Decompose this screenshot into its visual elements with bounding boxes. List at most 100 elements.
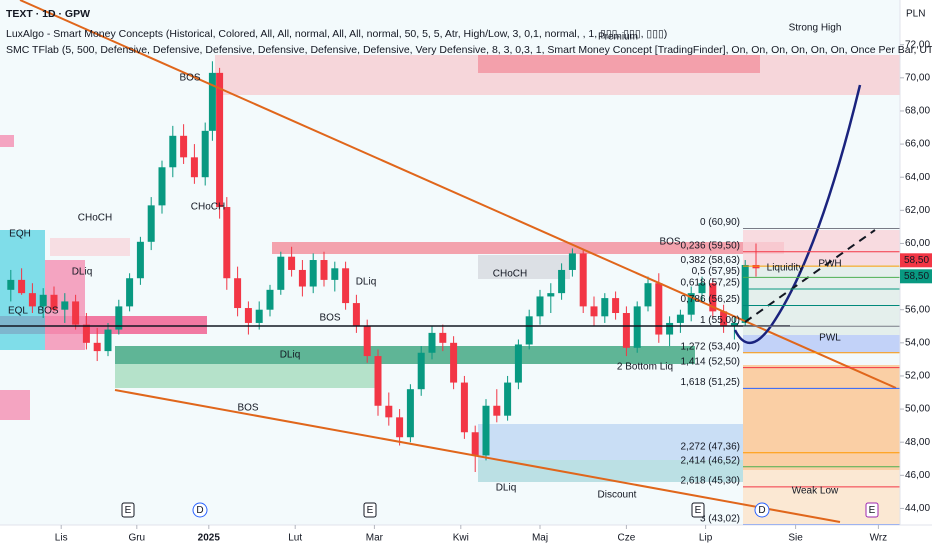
x-tick-label: Lip [699,533,713,544]
fib-label: 1 (55,00) [700,315,740,326]
candle-body [363,326,371,357]
candle-body [201,130,209,178]
candle-body [612,298,620,314]
candle-body [460,382,468,433]
candle-body [428,332,436,353]
candle-body [208,72,216,131]
candle-body [676,314,684,323]
candle-body [601,298,609,317]
candle-body [633,306,641,348]
y-tick-label: 68,00 [905,106,930,117]
drawings [0,0,897,523]
event-marker: E [125,505,132,516]
x-tick-label: Mar [366,533,384,544]
candle-body [536,296,544,317]
y-tick-label: 64,00 [905,172,930,183]
annotation: BOS [237,403,258,414]
candle-body [741,264,749,323]
fib-label: 0,786 (56,25) [681,294,741,305]
candle-body [7,279,15,290]
fib-label: 2,414 (46,52) [681,455,741,466]
candle-body [158,167,166,206]
price-label-bg [900,253,932,268]
candle-body [547,293,555,297]
fib-label: 2,272 (47,36) [681,441,741,452]
candle-body [136,241,144,279]
annotation: 2 Bottom Liq [617,362,673,373]
candle-body [223,207,231,279]
event-marker: E [695,505,702,516]
indicator-2: SMC TFlab (5, 500, Defensive, Defensive,… [6,44,932,56]
event-marker-icon [865,502,879,518]
x-tick-label: Maj [532,533,548,544]
event-marker-icon [691,502,705,518]
candle-body [450,342,458,383]
zones [0,0,900,525]
indicator-1: LuxAlgo - Smart Money Concepts (Historic… [6,28,667,40]
annotation: Discount [598,490,637,501]
candle-body [406,389,414,438]
y-tick-label: 48,00 [905,437,930,448]
annotation: Premium [598,32,638,43]
fib-label: 1,414 (52,50) [681,356,741,367]
annotation: DLiq [356,277,377,288]
annotation: BOS [37,306,58,317]
candle-body [169,135,177,168]
x-tick-label: Wrz [870,533,888,544]
candle-body [331,268,339,280]
annotations: BOS CHoCH EQH CHoCH BOS BOS CHoCH BOS DLiq DLiq DL… [8,23,842,501]
fib-label: 1,618 (51,25) [681,377,741,388]
candle-body [234,278,242,309]
y-tick-label: 52,00 [905,371,930,382]
candle-body [568,253,576,270]
candle-body [525,316,533,345]
candle-body [655,283,663,335]
y-tick-label: 44,00 [905,503,930,514]
x-tick-label: Kwi [453,533,469,544]
x-tick-label: Gru [128,533,145,544]
annotation: BOS [319,313,340,324]
annotation: CHoCH [493,269,527,280]
fib-label: 1,272 (53,40) [681,341,741,352]
event-marker: D [196,505,203,516]
fib-label: 0,618 (57,25) [681,278,741,289]
event-marker: D [758,505,765,516]
y-tick-label: 56,00 [905,304,930,315]
symbol: TEXT · 1D · GPW [6,8,90,20]
annotation: Strong High [789,23,842,34]
candle-body [471,432,479,456]
fib-label: 0,5 (57,95) [692,266,740,277]
fib-label: 0 (60,90) [700,217,740,228]
candle-body [93,342,101,352]
x-tick-label: Lis [55,533,68,544]
candle-body [288,256,296,270]
candle-body [147,205,155,242]
candle-body [190,157,198,178]
candle-body [72,301,80,325]
event-marker-icon [754,502,770,518]
y-tick-label: 70,00 [905,72,930,83]
candle-body [50,294,58,310]
y-tick-label: 60,00 [905,238,930,249]
event-marker: E [367,505,374,516]
candle-body [579,253,587,307]
annotation: CHoCH [191,202,225,213]
x-tick-label: Cze [618,533,636,544]
annotation: PWH [818,259,841,270]
candle-body [439,332,447,343]
annotation: BOS [179,73,200,84]
fib-label: 3 (43,02) [700,513,740,524]
currency: PLN [906,9,925,20]
annotation: Weak Low [792,486,839,497]
candle-body [266,289,274,310]
candle-body [514,344,522,383]
x-tick-label: 2025 [198,533,221,544]
y-tick-label: 50,00 [905,404,930,415]
event-marker-icon [192,502,208,518]
candle-body [180,135,188,158]
candle-body [590,306,598,317]
annotation: CHoCH [78,213,112,224]
candle-body [374,356,382,406]
candle-body [720,311,728,327]
